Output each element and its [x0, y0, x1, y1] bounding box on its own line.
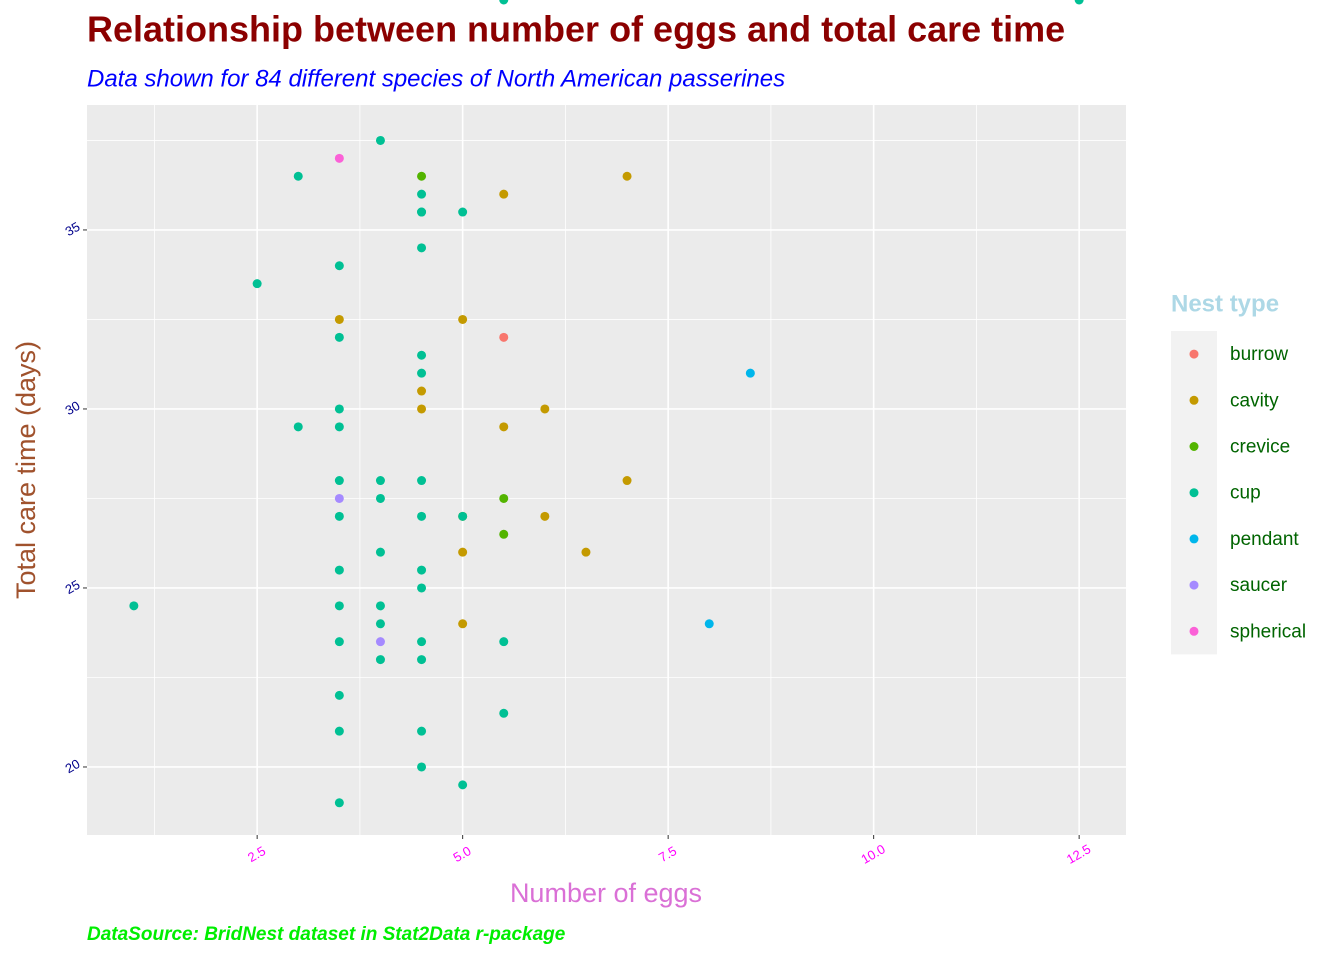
legend-key — [1189, 395, 1199, 405]
point — [293, 422, 303, 432]
point — [417, 386, 427, 396]
legend-key — [1189, 626, 1199, 636]
point — [252, 279, 262, 289]
point — [334, 493, 344, 503]
point — [745, 368, 755, 378]
point — [129, 601, 139, 611]
point — [375, 601, 385, 611]
legend-label: burrow — [1230, 344, 1288, 365]
point — [417, 189, 427, 199]
point — [417, 404, 427, 414]
point — [375, 655, 385, 665]
legend-label: saucer — [1230, 575, 1288, 596]
point — [499, 0, 509, 5]
point — [417, 511, 427, 521]
point — [622, 171, 632, 181]
point — [622, 476, 632, 486]
point — [334, 261, 344, 271]
caption: DataSource: BridNest dataset in Stat2Dat… — [87, 924, 566, 945]
point — [704, 619, 714, 629]
point — [458, 780, 468, 790]
legend-label: cavity — [1230, 390, 1279, 411]
point — [334, 690, 344, 700]
point — [417, 583, 427, 593]
x-tick-label: 2.5 — [245, 843, 268, 865]
point — [458, 619, 468, 629]
point — [458, 207, 468, 217]
chart-title: Relationship between number of eggs and … — [87, 9, 1065, 50]
point — [417, 762, 427, 772]
y-axis-title: Total care time (days) — [11, 341, 41, 599]
point — [417, 726, 427, 736]
x-tick-label: 5.0 — [451, 843, 474, 865]
legend-label: crevice — [1230, 437, 1290, 458]
point — [375, 637, 385, 647]
point — [417, 655, 427, 665]
point — [334, 422, 344, 432]
plot-background — [87, 105, 1126, 835]
point — [458, 547, 468, 557]
point — [417, 243, 427, 253]
legend-label: cup — [1230, 483, 1261, 504]
x-tick-label: 10.0 — [858, 841, 887, 867]
point — [540, 511, 550, 521]
y-tick-label: 35 — [62, 219, 82, 239]
point — [499, 422, 509, 432]
point — [334, 637, 344, 647]
point — [458, 511, 468, 521]
point — [499, 332, 509, 342]
point — [334, 153, 344, 163]
x-tick-label: 7.5 — [656, 843, 679, 865]
point — [540, 404, 550, 414]
point — [334, 511, 344, 521]
legend-key — [1189, 580, 1199, 590]
y-tick-label: 25 — [62, 577, 82, 597]
legend-title: Nest type — [1171, 290, 1279, 317]
point — [293, 171, 303, 181]
point — [375, 476, 385, 486]
point — [499, 189, 509, 199]
point — [334, 332, 344, 342]
point — [375, 493, 385, 503]
legend-key — [1189, 442, 1199, 451]
x-tick-label: 12.5 — [1064, 841, 1093, 867]
point — [499, 529, 509, 539]
y-tick-label: 20 — [62, 756, 82, 776]
point — [375, 619, 385, 629]
point — [581, 547, 591, 557]
point — [334, 798, 344, 808]
point — [458, 314, 468, 324]
point — [334, 314, 344, 324]
point — [417, 368, 427, 378]
x-axis-title: Number of eggs — [510, 878, 702, 908]
y-tick-label: 30 — [62, 398, 82, 418]
legend-key — [1189, 349, 1199, 359]
point — [375, 547, 385, 557]
point — [417, 476, 427, 486]
point — [499, 637, 509, 647]
point — [334, 565, 344, 575]
point — [334, 404, 344, 414]
legend-label: pendant — [1230, 529, 1299, 550]
legend-label: spherical — [1230, 621, 1306, 642]
point — [417, 637, 427, 647]
point — [375, 135, 385, 145]
legend-key — [1189, 534, 1199, 544]
point — [417, 350, 427, 360]
point — [417, 207, 427, 217]
point — [499, 493, 509, 503]
legend-key — [1189, 488, 1199, 498]
point — [417, 171, 427, 181]
chart-subtitle: Data shown for 84 different species of N… — [87, 65, 785, 92]
point — [417, 565, 427, 575]
point — [499, 708, 509, 718]
point — [334, 601, 344, 611]
point — [334, 476, 344, 486]
point — [334, 726, 344, 736]
point — [1074, 0, 1084, 5]
